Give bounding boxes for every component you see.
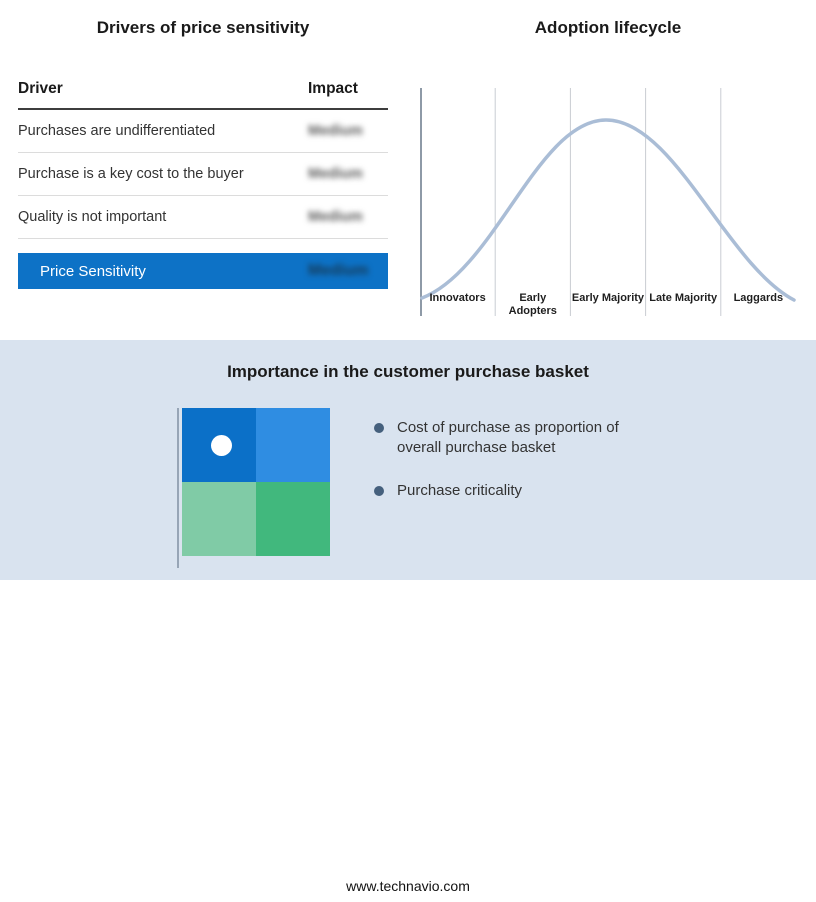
quadrant-cell-bottom-left (182, 482, 256, 556)
table-row: Purchases are undifferentiated Medium (18, 110, 388, 153)
stage-label-early-majority: Early Majority (571, 291, 645, 304)
stage-label-innovators: Innovators (429, 291, 486, 304)
drivers-of-price-sensitivity: Drivers of price sensitivity Driver Impa… (18, 18, 388, 289)
table-row: Quality is not important Medium (18, 196, 388, 239)
quadrant-grid (182, 408, 330, 556)
stage-label-late-majority: Late Majority (649, 291, 718, 304)
drivers-title: Drivers of price sensitivity (96, 18, 310, 37)
bell-curve-chart (420, 88, 796, 316)
lifecycle-curve-plot: Innovators Early Adopters Early Majority… (420, 88, 796, 320)
column-header-impact: Impact (308, 80, 358, 97)
list-item: Cost of purchase as proportion of overal… (374, 418, 632, 457)
lifecycle-stage-labels: Innovators Early Adopters Early Majority… (420, 292, 796, 318)
impact-cell-blurred: Medium (308, 209, 363, 225)
quadrant-marker-dot (211, 435, 232, 456)
basket-bullet-list: Cost of purchase as proportion of overal… (374, 408, 632, 525)
stage-label-early-adopters: Early Adopters (508, 291, 557, 317)
purchase-basket-section: Importance in the customer purchase bask… (0, 340, 816, 580)
bottom-charts-section: Adoption rates ChinaGermanyIndiaUKUS Key… (0, 580, 816, 902)
bullet-text: Cost of purchase as proportion of overal… (397, 419, 619, 456)
bullet-icon (374, 486, 384, 496)
price-sensitivity-label: Price Sensitivity (40, 262, 146, 280)
impact-cell-blurred: Medium (308, 123, 363, 139)
stage-label-laggards: Laggards (733, 291, 784, 304)
list-item: Purchase criticality (374, 481, 632, 501)
drivers-table-header: Driver Impact (18, 80, 388, 110)
impact-cell-blurred: Medium (308, 262, 369, 279)
price-sensitivity-highlight-row: Price Sensitivity Medium (18, 253, 388, 289)
table-row: Purchase is a key cost to the buyer Medi… (18, 153, 388, 196)
bullet-icon (374, 423, 384, 433)
adoption-lifecycle: Adoption lifecycle Innovators Early Adop… (420, 18, 796, 320)
quadrant-graphic (177, 408, 330, 568)
drivers-table: Driver Impact Purchases are undifferenti… (18, 80, 388, 289)
driver-cell: Purchase is a key cost to the buyer (18, 166, 244, 182)
bullet-text: Purchase criticality (397, 482, 523, 499)
bell-curve-path (420, 118, 796, 302)
top-section: Drivers of price sensitivity Driver Impa… (0, 0, 816, 340)
lifecycle-title: Adoption lifecycle (534, 18, 682, 37)
quadrant-cell-bottom-right (256, 482, 330, 556)
basket-title: Importance in the customer purchase bask… (227, 362, 589, 381)
quadrant-cell-top-right (256, 408, 330, 482)
website-url: www.technavio.com (346, 878, 470, 894)
driver-cell: Purchases are undifferentiated (18, 123, 216, 139)
column-header-driver: Driver (18, 80, 63, 97)
driver-cell: Quality is not important (18, 209, 167, 225)
quadrant-axis-line (177, 408, 179, 568)
impact-cell-blurred: Medium (308, 166, 363, 182)
basket-content: Cost of purchase as proportion of overal… (0, 408, 816, 568)
